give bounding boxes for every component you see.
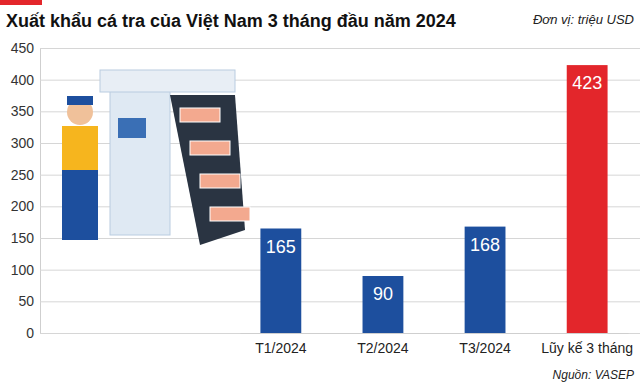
x-tick: T1/2024 (255, 333, 307, 356)
machine-body (110, 85, 170, 235)
bars (260, 65, 607, 333)
y-tick-label: 250 (11, 167, 35, 183)
y-tick: 250 (11, 167, 640, 183)
x-tick: Lũy kế 3 tháng (541, 333, 633, 356)
machine-screen (118, 118, 146, 138)
y-tick: 50 (18, 293, 640, 309)
data-label: 168 (470, 235, 500, 255)
x-tick-label: T1/2024 (255, 340, 307, 356)
y-tick-label: 200 (11, 198, 35, 214)
y-tick: 350 (11, 103, 640, 119)
y-tick: 0 (26, 325, 640, 341)
illustration (62, 70, 250, 245)
x-tick-label: Lũy kế 3 tháng (541, 340, 633, 356)
grid-line (40, 270, 640, 271)
bar (260, 229, 301, 334)
y-tick-label: 100 (11, 262, 35, 278)
y-tick-label: 150 (11, 230, 35, 246)
y-tick: 200 (11, 198, 640, 214)
data-label: 165 (266, 237, 296, 257)
fish-tray (210, 207, 250, 221)
data-label: 90 (373, 284, 393, 304)
bar (363, 276, 404, 333)
chart-container: Xuất khẩu cá tra của Việt Nam 3 tháng đầ… (0, 0, 640, 384)
y-tick-label: 50 (18, 293, 34, 309)
fish-tray (180, 108, 220, 122)
y-axis-line (41, 49, 640, 334)
x-tick-label: T2/2024 (357, 340, 409, 356)
grid-line (40, 48, 640, 49)
x-tick-label: T3/2024 (459, 340, 511, 356)
x-tick: T2/2024 (357, 333, 409, 356)
grid-line (40, 238, 640, 239)
y-axis: 0 50 100 150 200 250 300 350 400 450 (11, 40, 640, 341)
bar (465, 227, 506, 333)
y-tick-label: 300 (11, 135, 35, 151)
conveyor (170, 95, 245, 245)
x-axis-line (241, 333, 629, 334)
y-tick-label: 400 (11, 72, 35, 88)
y-tick-label: 0 (26, 325, 34, 341)
unit-note: Đơn vị: triệu USD (533, 12, 634, 27)
y-tick: 450 (11, 40, 640, 56)
worker-legs (62, 170, 98, 240)
chart: Xuất khẩu cá tra của Việt Nam 3 tháng đầ… (0, 0, 640, 384)
y-tick-label: 350 (11, 103, 35, 119)
bar (567, 65, 608, 333)
grid-line (40, 333, 640, 334)
worker-cap (67, 96, 93, 105)
fish-tray (200, 174, 240, 188)
y-tick: 300 (11, 135, 640, 151)
y-tick: 150 (11, 230, 640, 246)
source: Nguồn: VASEP (553, 368, 634, 382)
fish-tray (190, 141, 230, 155)
x-axis: T1/2024 T2/2024 T3/2024 Lũy kế 3 tháng (241, 333, 634, 356)
y-tick-label: 450 (11, 40, 35, 56)
x-tick: T3/2024 (459, 333, 511, 356)
grid-line (40, 301, 640, 302)
title: Xuất khẩu cá tra của Việt Nam 3 tháng đầ… (6, 11, 456, 31)
machine-top (100, 70, 235, 92)
data-label: 423 (572, 73, 602, 93)
y-tick: 100 (11, 262, 640, 278)
data-labels: 165 90 168 423 (266, 73, 602, 304)
accent-bar (0, 0, 42, 5)
